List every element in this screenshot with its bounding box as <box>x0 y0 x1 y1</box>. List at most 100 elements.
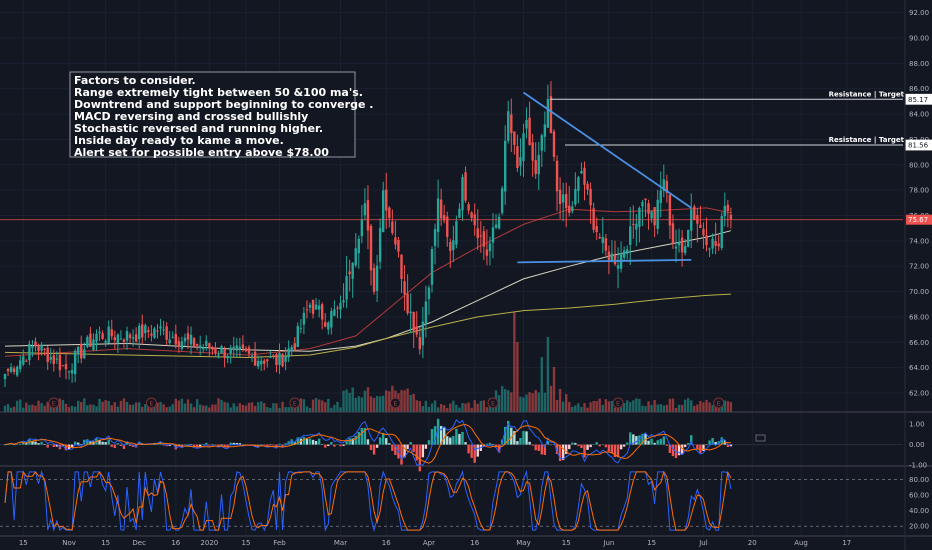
candle[interactable] <box>77 345 80 364</box>
candle[interactable] <box>272 353 275 359</box>
candle[interactable] <box>653 207 656 238</box>
candle[interactable] <box>674 229 678 263</box>
candle[interactable] <box>427 285 431 315</box>
candle[interactable] <box>494 214 498 230</box>
candle[interactable] <box>616 247 620 289</box>
candle[interactable] <box>717 235 720 251</box>
candle[interactable] <box>665 174 669 203</box>
candle[interactable] <box>531 134 534 177</box>
candle[interactable] <box>461 174 464 221</box>
candle[interactable] <box>89 326 92 348</box>
candle[interactable] <box>73 348 77 383</box>
candle[interactable] <box>46 345 49 370</box>
candle[interactable] <box>333 300 336 317</box>
candle[interactable] <box>656 189 659 235</box>
candle[interactable] <box>522 123 525 177</box>
candle[interactable] <box>238 337 242 357</box>
candle[interactable] <box>430 246 434 293</box>
candle[interactable] <box>372 263 376 295</box>
candle[interactable] <box>571 201 574 214</box>
candle[interactable] <box>403 264 406 311</box>
candle[interactable] <box>83 342 86 360</box>
candle[interactable] <box>558 177 562 220</box>
candle[interactable] <box>107 320 110 344</box>
candle[interactable] <box>604 234 608 256</box>
candle[interactable] <box>110 319 113 340</box>
candle[interactable] <box>729 207 733 229</box>
support-trendline[interactable] <box>517 258 692 264</box>
candle[interactable] <box>174 324 177 349</box>
candle[interactable] <box>577 175 580 204</box>
candle[interactable] <box>378 218 382 270</box>
candle[interactable] <box>336 305 339 319</box>
candle[interactable] <box>195 343 199 351</box>
candle[interactable] <box>507 100 510 144</box>
candle[interactable] <box>339 295 342 319</box>
candle[interactable] <box>290 344 293 356</box>
candle[interactable] <box>342 283 345 308</box>
candle[interactable] <box>683 239 687 256</box>
candle[interactable] <box>598 233 601 240</box>
candle[interactable] <box>6 367 10 376</box>
candle[interactable] <box>34 337 37 352</box>
candle[interactable] <box>3 373 7 388</box>
candle[interactable] <box>168 331 171 347</box>
candle[interactable] <box>199 335 202 356</box>
candle[interactable] <box>9 363 13 374</box>
candle[interactable] <box>241 335 245 353</box>
candle[interactable] <box>52 349 55 372</box>
candle[interactable] <box>394 220 397 250</box>
candle[interactable] <box>92 333 95 352</box>
candle[interactable] <box>186 325 190 350</box>
candle[interactable] <box>622 246 626 261</box>
candle[interactable] <box>354 232 357 268</box>
candle[interactable] <box>592 202 595 233</box>
candle[interactable] <box>406 274 409 316</box>
candle[interactable] <box>147 326 150 338</box>
candle[interactable] <box>693 204 696 221</box>
candle[interactable] <box>189 326 193 355</box>
candle[interactable] <box>55 351 59 364</box>
candle[interactable] <box>446 211 449 247</box>
candle[interactable] <box>568 185 571 217</box>
candle[interactable] <box>644 198 647 217</box>
candle[interactable] <box>208 342 211 357</box>
candle[interactable] <box>226 354 229 364</box>
candle[interactable] <box>61 365 65 367</box>
candle[interactable] <box>397 236 400 258</box>
candle[interactable] <box>726 199 730 228</box>
candle[interactable] <box>449 238 452 268</box>
candle[interactable] <box>119 330 123 340</box>
candle[interactable] <box>253 341 257 366</box>
candle[interactable] <box>687 229 690 248</box>
candle[interactable] <box>12 365 16 375</box>
candle[interactable] <box>516 134 519 172</box>
candle[interactable] <box>314 297 318 311</box>
candle[interactable] <box>263 358 266 371</box>
candle[interactable] <box>723 192 726 227</box>
candle[interactable] <box>171 331 174 339</box>
candle[interactable] <box>305 300 309 319</box>
candle[interactable] <box>101 330 104 341</box>
candle[interactable] <box>607 245 611 275</box>
earnings-marker[interactable]: E <box>487 397 499 409</box>
candle[interactable] <box>519 138 522 176</box>
downtrend-trendline[interactable] <box>522 91 692 209</box>
candle[interactable] <box>497 213 501 230</box>
candle[interactable] <box>269 350 272 359</box>
candle[interactable] <box>153 326 156 340</box>
candle[interactable] <box>122 338 126 348</box>
candle[interactable] <box>302 307 306 335</box>
candle[interactable] <box>321 302 324 330</box>
candle[interactable] <box>711 233 714 255</box>
candle[interactable] <box>650 210 653 223</box>
candle[interactable] <box>202 343 205 353</box>
candle[interactable] <box>671 214 675 249</box>
candle[interactable] <box>299 319 303 334</box>
candle[interactable] <box>546 84 550 129</box>
candle[interactable] <box>555 155 559 212</box>
candle[interactable] <box>479 221 482 253</box>
candle[interactable] <box>330 307 333 335</box>
candle[interactable] <box>296 322 299 348</box>
